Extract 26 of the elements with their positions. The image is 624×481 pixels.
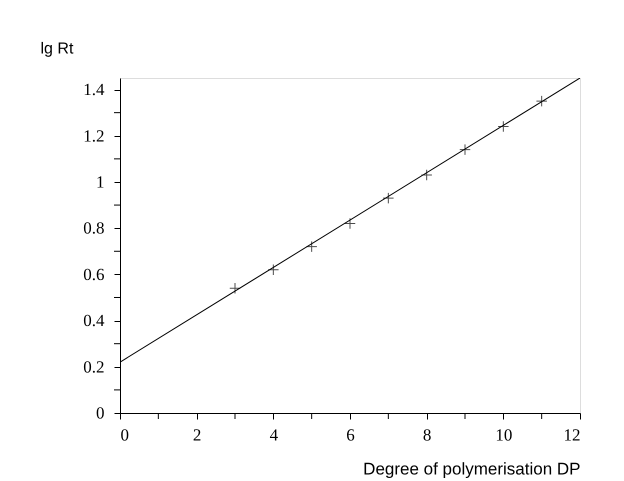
y-tick-label: 0.2 (83, 357, 104, 376)
y-tick-label: 0.6 (83, 264, 104, 284)
y-axis-title: lg Rt (40, 40, 74, 58)
x-tick-label: 12 (564, 426, 580, 444)
point (498, 120, 510, 132)
point (229, 282, 241, 294)
y-tick-label: 1.4 (83, 80, 105, 100)
x-axis-title: Degree of polymerisation DP (363, 460, 580, 478)
point (459, 144, 471, 156)
x-tick-label: 2 (192, 426, 202, 444)
point (536, 95, 548, 107)
x-tick-label: 4 (270, 426, 279, 444)
y-tick-label: 0.4 (83, 311, 105, 330)
point (382, 192, 394, 204)
y-tick-label: 1.2 (83, 126, 104, 146)
y-tick-label: 0 (96, 404, 104, 422)
x-tick-label: 0 (120, 426, 129, 444)
point (344, 218, 356, 230)
point (420, 169, 432, 181)
point (306, 240, 318, 252)
x-tick-label: 6 (346, 426, 355, 444)
point (268, 264, 280, 276)
y-tick-label: 1 (96, 172, 104, 192)
x-tick-label: 10 (495, 426, 512, 444)
y-tick-label: 0.8 (83, 218, 104, 238)
x-tick-label: 8 (422, 426, 432, 444)
